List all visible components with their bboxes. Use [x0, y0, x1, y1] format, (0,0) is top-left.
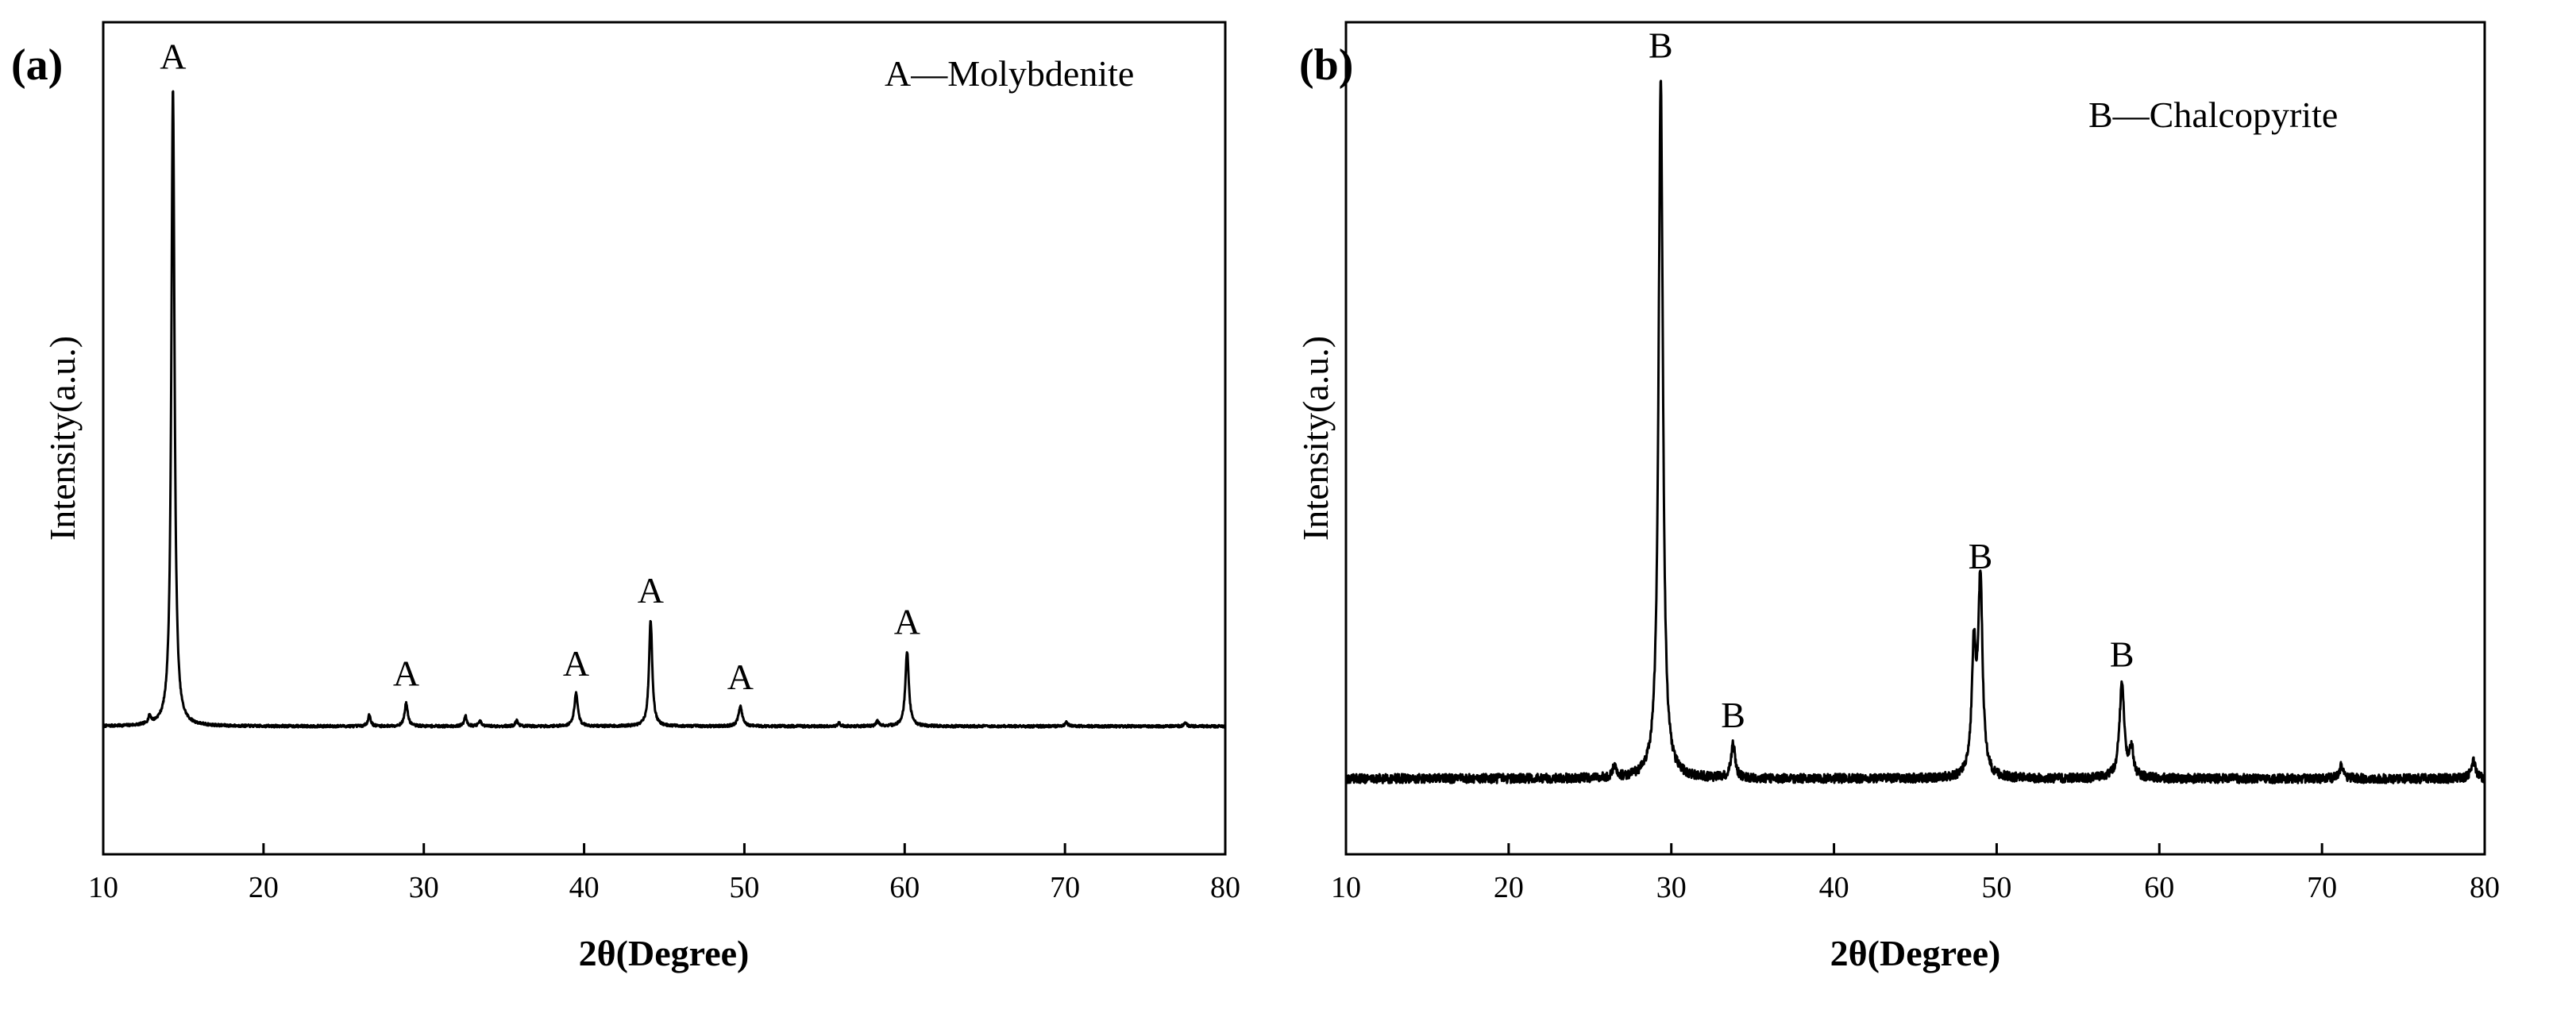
x-tick-label: 20	[249, 871, 279, 904]
peak-label: A	[160, 37, 186, 77]
peak-label: B	[1969, 536, 1993, 576]
x-tick-label: 70	[1050, 871, 1080, 904]
x-tick-label: 60	[889, 871, 920, 904]
panel-b-series	[1344, 79, 2486, 784]
x-tick-label: 80	[2470, 871, 2500, 904]
x-tick-label: 40	[1819, 871, 1849, 904]
panel-a-x-axis: 10 20 30 40 50 60 70 80	[88, 843, 1240, 904]
peak-label: B	[1649, 25, 1673, 66]
panel-a-y-axis-title: Intensity(a.u.)	[42, 336, 83, 541]
panel-a-x-axis-title: 2θ(Degree)	[579, 933, 750, 973]
panel-a-frame	[102, 21, 1227, 856]
panel-a-legend: A—Molybdenite	[885, 53, 1134, 94]
x-tick-label: 50	[729, 871, 759, 904]
panel-b: (b) B—Chalcopyrite 2θ(Degree) Intensity(…	[1295, 21, 2500, 973]
panel-b-x-axis: 10 20 30 40 50 60 70 80	[1331, 843, 2500, 904]
panel-b-frame	[1344, 21, 2486, 856]
peak-label: A	[563, 643, 589, 684]
panel-a-label: (a)	[11, 40, 63, 90]
x-tick-label: 10	[88, 871, 118, 904]
x-tick-label: 40	[569, 871, 600, 904]
peak-label: A	[894, 601, 920, 642]
panel-b-y-axis-title: Intensity(a.u.)	[1295, 336, 1336, 541]
peak-label: B	[2110, 634, 2134, 675]
peak-label: B	[1721, 695, 1745, 735]
panel-a-series	[102, 90, 1227, 729]
x-tick-label: 20	[1494, 871, 1524, 904]
x-tick-label: 10	[1331, 871, 1361, 904]
panel-a: (a) A—Molybdenite 2θ(Degree) Intensity(a…	[11, 21, 1240, 973]
x-tick-label: 60	[2144, 871, 2174, 904]
peak-label: A	[638, 570, 664, 611]
panel-b-x-axis-title: 2θ(Degree)	[1830, 933, 2001, 973]
xrd-pattern-line	[102, 90, 1227, 729]
panel-a-peak-labels: A A A A A A	[160, 37, 920, 697]
x-tick-label: 70	[2307, 871, 2337, 904]
xrd-pattern-line	[1344, 79, 2486, 784]
peak-label: A	[727, 657, 754, 697]
panel-b-legend: B—Chalcopyrite	[2088, 94, 2338, 135]
panel-b-peak-labels: B B B B	[1649, 25, 2134, 735]
panel-b-label: (b)	[1299, 40, 1353, 90]
x-tick-label: 80	[1210, 871, 1240, 904]
x-tick-label: 50	[1981, 871, 2011, 904]
x-tick-label: 30	[1656, 871, 1687, 904]
x-tick-label: 30	[409, 871, 439, 904]
peak-label: A	[393, 653, 419, 694]
